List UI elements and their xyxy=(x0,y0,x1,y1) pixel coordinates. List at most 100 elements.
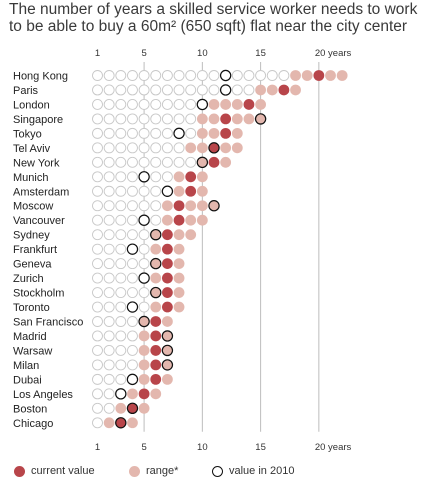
range-dot-hong-kong-22 xyxy=(336,70,348,81)
chart-title-line-2: to be able to buy a 60m² (650 sqft) flat… xyxy=(9,18,408,35)
empty-dot-sydney-4 xyxy=(126,229,138,241)
empty-dot-london-8 xyxy=(173,98,185,110)
ring-2010-amsterdam xyxy=(161,185,174,197)
range-dot-stockholm-8 xyxy=(173,287,185,298)
empty-dot-singapore-4 xyxy=(126,113,138,125)
range-dot-moscow-11 xyxy=(208,200,220,212)
empty-dot-paris-11 xyxy=(208,84,220,96)
current-dot-geneva-7 xyxy=(162,258,173,270)
city-label-hong-kong: Hong Kong xyxy=(13,71,68,83)
empty-dot-paris-2 xyxy=(103,84,115,96)
empty-dot-warsaw-1 xyxy=(92,344,103,356)
empty-dot-amsterdam-6 xyxy=(150,185,162,197)
empty-dot-paris-5 xyxy=(138,84,150,96)
range-dot-warsaw-7 xyxy=(162,345,173,356)
current-dot-tel-aviv-11 xyxy=(208,142,220,154)
range-dot-singapore-10 xyxy=(196,113,208,125)
current-dot-los-angeles-5 xyxy=(138,388,150,400)
empty-dot-hong-kong-11 xyxy=(208,70,220,81)
empty-dot-tel-aviv-3 xyxy=(115,142,127,154)
empty-dot-london-1 xyxy=(92,98,103,110)
range-dot-san-francisco-7 xyxy=(162,316,173,327)
range-dot-hong-kong-21 xyxy=(325,70,336,81)
current-dot-toronto-7 xyxy=(162,301,173,313)
empty-dot-milan-1 xyxy=(92,359,103,371)
range-dot-los-angeles-4 xyxy=(127,388,138,400)
empty-dot-frankfurt-2 xyxy=(103,243,115,255)
range-dot-paris-15 xyxy=(255,84,266,96)
empty-dot-london-2 xyxy=(103,98,115,110)
range-dot-frankfurt-8 xyxy=(173,243,185,255)
empty-dot-hong-kong-13 xyxy=(231,70,243,81)
empty-dot-vancouver-1 xyxy=(92,214,103,226)
empty-dot-hong-kong-10 xyxy=(196,70,208,81)
range-dot-madrid-7 xyxy=(162,330,173,342)
range-dot-tel-aviv-10 xyxy=(196,142,208,154)
top-tick-label-10: 10 xyxy=(197,48,208,59)
legend-item-current: current value xyxy=(14,465,95,477)
ring-2010-boston xyxy=(126,402,139,415)
ring-2010-los-angeles xyxy=(115,388,127,400)
empty-dot-zurich-2 xyxy=(103,272,115,284)
empty-dot-stockholm-3 xyxy=(115,287,127,298)
range-dot-los-angeles-6 xyxy=(150,388,162,400)
empty-dot-san-francisco-2 xyxy=(103,316,115,327)
range-dot-london-11 xyxy=(208,99,220,110)
bottom-tick-label-5: 5 xyxy=(141,442,146,453)
empty-dot-paris-8 xyxy=(173,84,185,96)
empty-dot-new-york-2 xyxy=(103,156,115,168)
range-dot-warsaw-5 xyxy=(138,345,150,356)
city-label-moscow: Moscow xyxy=(13,201,53,213)
empty-dot-boston-1 xyxy=(92,402,103,414)
empty-dot-tokyo-2 xyxy=(103,127,115,139)
range-swatch xyxy=(129,465,140,477)
bottom-tick-label-10: 10 xyxy=(197,442,208,453)
ring-2010-tel-aviv xyxy=(208,142,220,154)
empty-dot-hong-kong-8 xyxy=(173,70,185,81)
empty-dot-hong-kong-15 xyxy=(255,70,267,81)
current-dot-warsaw-6 xyxy=(150,345,162,356)
empty-dot-singapore-7 xyxy=(161,113,173,125)
empty-dot-moscow-4 xyxy=(126,200,138,212)
legend-2010-label: value in 2010 xyxy=(229,465,295,477)
empty-dot-sydney-1 xyxy=(92,229,103,241)
range-dot-boston-3 xyxy=(115,402,127,414)
top-tick-label-20: 20 years xyxy=(315,48,352,59)
range-dot-singapore-11 xyxy=(208,113,220,125)
empty-dot-san-francisco-4 xyxy=(126,316,138,327)
ring-2010-toronto xyxy=(126,301,139,313)
current-dot-stockholm-7 xyxy=(162,287,173,298)
current-dot-frankfurt-7 xyxy=(162,243,173,255)
ring-2010-dubai xyxy=(126,373,139,386)
chart-title: The number of years a skilled service wo… xyxy=(9,1,423,35)
legend: current value range* value in 2010 xyxy=(14,465,414,481)
city-label-toronto: Toronto xyxy=(13,302,50,314)
bottom-tick-label-20: 20 years xyxy=(315,442,352,453)
empty-dot-london-4 xyxy=(126,98,138,110)
ring-2010-vancouver xyxy=(138,214,150,226)
ring-2010-hong-kong xyxy=(219,69,232,82)
city-label-tel-aviv: Tel Aviv xyxy=(13,143,51,155)
empty-dot-geneva-2 xyxy=(103,258,115,270)
empty-dot-stockholm-4 xyxy=(126,287,138,298)
empty-dot-hong-kong-14 xyxy=(243,70,255,81)
empty-dot-zurich-3 xyxy=(115,272,127,284)
empty-dot-munich-1 xyxy=(92,171,103,183)
range-dot-hong-kong-19 xyxy=(301,70,313,81)
empty-dot-amsterdam-1 xyxy=(92,185,103,197)
range-dot-new-york-10 xyxy=(196,156,208,168)
current-dot-zurich-7 xyxy=(162,272,173,284)
range-dot-vancouver-9 xyxy=(185,214,197,226)
empty-dot-munich-7 xyxy=(161,171,173,183)
empty-dot-munich-4 xyxy=(126,171,138,183)
range-dot-chicago-4 xyxy=(127,417,138,429)
ring-2010-stockholm xyxy=(150,286,162,299)
ring-2010-paris xyxy=(219,84,232,96)
empty-dot-tokyo-9 xyxy=(185,127,197,139)
range-dot-toronto-8 xyxy=(173,301,185,313)
empty-dot-tel-aviv-4 xyxy=(126,142,138,154)
ring-2010-london xyxy=(196,98,209,111)
ring-2010-milan xyxy=(161,359,174,371)
ring-2010-new-york xyxy=(196,156,209,169)
city-label-frankfurt: Frankfurt xyxy=(13,244,57,256)
